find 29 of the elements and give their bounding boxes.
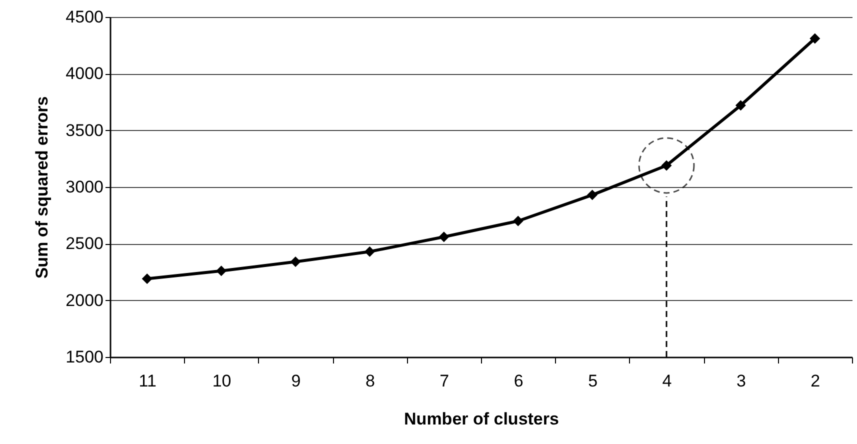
y-tick-label: 1500 [66, 348, 104, 366]
point [142, 274, 152, 284]
point [735, 100, 746, 111]
x-tick-label: 10 [212, 372, 232, 390]
x-axis-title: Number of clusters [404, 410, 559, 428]
y-tick-label: 4500 [66, 8, 104, 26]
x-tick-label: 4 [662, 372, 672, 390]
x-tick-label: 5 [588, 372, 598, 390]
y-tick-label: 4000 [66, 64, 104, 84]
x-tick-label: 9 [291, 372, 301, 390]
x-tick-label: 11 [138, 372, 156, 390]
point [290, 256, 301, 268]
point [216, 266, 227, 276]
y-tick-label: 2500 [66, 234, 104, 254]
x-tick-label: 2 [810, 372, 820, 390]
point [364, 246, 375, 257]
x-tick-label: 6 [514, 372, 524, 390]
x-tick-label: 3 [736, 372, 746, 390]
y-axis-title: Sum of squared errors [32, 96, 52, 279]
point [661, 160, 672, 171]
point [512, 216, 524, 226]
y-tick-label: 2000 [66, 290, 104, 310]
point [438, 232, 450, 242]
point [810, 33, 820, 44]
point [587, 190, 598, 200]
y-tick-label: 3000 [66, 178, 104, 196]
x-tick-label: 7 [440, 372, 450, 390]
x-tick-label: 8 [365, 372, 375, 390]
y-tick-label: 3500 [66, 120, 104, 140]
